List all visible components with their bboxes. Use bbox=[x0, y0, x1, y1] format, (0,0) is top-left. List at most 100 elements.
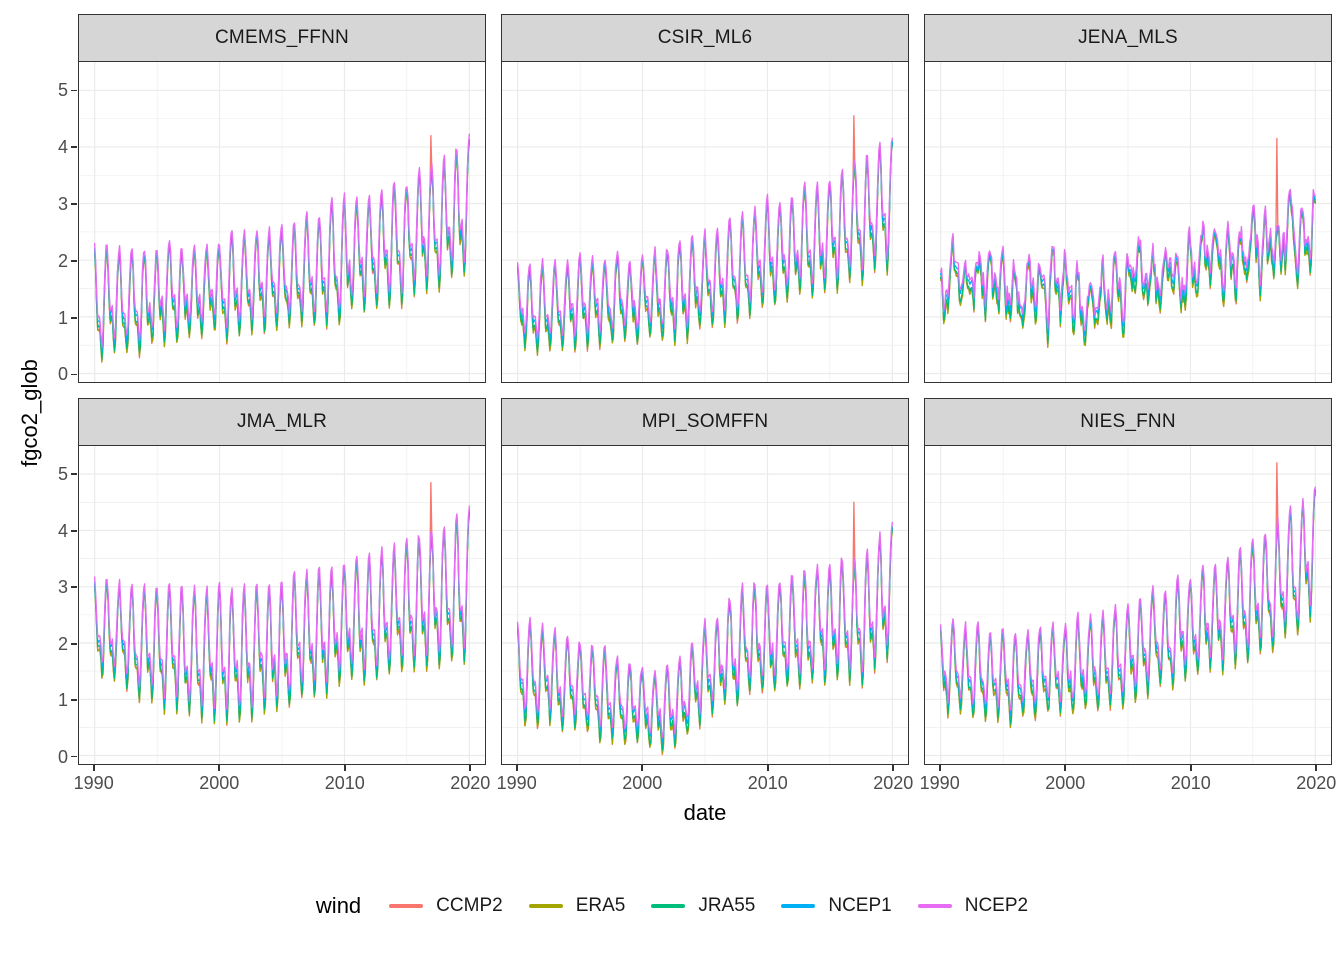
x-axis-tick bbox=[1064, 765, 1067, 771]
y-tick-label: 1 bbox=[57, 307, 68, 328]
legend-key-line bbox=[389, 904, 424, 908]
facet-strip: JMA_MLR bbox=[78, 398, 486, 446]
y-tick-label: 2 bbox=[57, 250, 68, 271]
legend-title: wind bbox=[315, 893, 362, 918]
facet-title: JMA_MLR bbox=[236, 411, 328, 432]
x-tick-label: 2020 bbox=[450, 773, 491, 793]
legend-key-line bbox=[528, 904, 563, 908]
x-tick-label: 2000 bbox=[199, 773, 240, 793]
panel-cmems-ffnn bbox=[78, 62, 486, 383]
x-tick-label: 2020 bbox=[873, 773, 914, 793]
facet-title: NIES_FNN bbox=[1080, 411, 1176, 432]
major-gridlines bbox=[502, 62, 908, 382]
y-tick-label: 5 bbox=[57, 464, 68, 485]
y-tick-label: 0 bbox=[57, 364, 68, 385]
facet-strip: NIES_FNN bbox=[924, 398, 1332, 446]
facet-csir-ml6: CSIR_ML6 bbox=[501, 14, 909, 383]
x-axis-tick bbox=[1315, 765, 1318, 771]
legend-label: JRA55 bbox=[698, 895, 756, 916]
facet-nies-fnn: NIES_FNN bbox=[924, 398, 1332, 765]
panel-jena-mls bbox=[924, 62, 1332, 383]
series-line-ncep2 bbox=[516, 137, 894, 340]
series-line-ncep2 bbox=[516, 521, 894, 739]
minor-gridlines bbox=[502, 446, 908, 764]
minor-gridlines bbox=[79, 446, 485, 764]
major-gridlines bbox=[79, 62, 485, 382]
y-tick-label: 4 bbox=[57, 520, 68, 541]
legend-item-ncep2: NCEP2 bbox=[917, 895, 1029, 917]
series-line-ncep2 bbox=[93, 505, 471, 710]
y-axis-tick bbox=[71, 259, 77, 262]
y-axis-tick bbox=[71, 146, 77, 149]
x-tick-label: 1990 bbox=[496, 773, 537, 793]
y-axis-tick bbox=[71, 586, 77, 589]
x-axis-tick bbox=[892, 765, 895, 771]
legend-key-line bbox=[917, 904, 952, 908]
legend-key-line bbox=[781, 904, 816, 908]
x-axis-tick bbox=[1189, 765, 1192, 771]
x-tick-label: 2000 bbox=[622, 773, 663, 793]
legend-key-line bbox=[651, 904, 686, 908]
x-tick-label: 1990 bbox=[73, 773, 114, 793]
panel-csir-ml6 bbox=[501, 62, 909, 383]
legend-label: CCMP2 bbox=[436, 895, 503, 916]
series-line-ncep2 bbox=[939, 188, 1317, 332]
y-tick-label: 0 bbox=[57, 746, 68, 767]
y-tick-label: 3 bbox=[57, 577, 68, 598]
x-axis-tick bbox=[469, 765, 472, 771]
y-axis-tick bbox=[71, 473, 77, 476]
y-axis-tick bbox=[71, 203, 77, 205]
facet-strip: CSIR_ML6 bbox=[501, 14, 909, 62]
y-tick-label: 1 bbox=[57, 690, 68, 711]
x-tick-label: 2000 bbox=[1045, 773, 1086, 793]
panel-nies-fnn bbox=[924, 446, 1332, 765]
facet-title: CSIR_ML6 bbox=[657, 27, 753, 48]
x-axis-title: date bbox=[683, 800, 727, 825]
facet-cmems-ffnn: CMEMS_FFNN bbox=[78, 14, 486, 383]
legend-item-ccmp2: CCMP2 bbox=[389, 895, 503, 917]
facet-mpi-somffn: MPI_SOMFFN bbox=[501, 398, 909, 765]
facet-title: CMEMS_FFNN bbox=[215, 27, 349, 48]
x-axis-tick bbox=[92, 765, 95, 771]
y-axis-tick bbox=[71, 642, 77, 645]
series-line-ncep2 bbox=[93, 133, 471, 348]
y-axis-tick bbox=[71, 373, 77, 376]
facet-strip: MPI_SOMFFN bbox=[501, 398, 909, 446]
x-axis-tick bbox=[641, 765, 644, 771]
x-tick-label: 2010 bbox=[747, 773, 788, 793]
series-line-ncep2 bbox=[939, 486, 1317, 711]
facet-title: JENA_MLS bbox=[1078, 27, 1178, 48]
x-axis-tick bbox=[218, 765, 221, 771]
major-gridlines bbox=[925, 446, 1331, 764]
facet-jena-mls: JENA_MLS bbox=[924, 14, 1332, 383]
legend: wind CCMP2 ERA5 JRA55 NCEP1 NCEP2 bbox=[0, 884, 1344, 928]
y-axis-tick bbox=[71, 755, 77, 758]
y-axis-tick bbox=[71, 316, 77, 319]
y-tick-label: 2 bbox=[57, 633, 68, 654]
facet-title: MPI_SOMFFN bbox=[641, 411, 769, 432]
x-tick-label: 2020 bbox=[1296, 773, 1337, 793]
x-tick-label: 1990 bbox=[919, 773, 960, 793]
facet-strip: CMEMS_FFNN bbox=[78, 14, 486, 62]
legend-label: NCEP2 bbox=[964, 895, 1029, 916]
x-axis-tick bbox=[515, 765, 518, 771]
y-axis-tick bbox=[71, 529, 77, 532]
y-tick-label: 4 bbox=[57, 137, 68, 158]
x-tick-label: 2010 bbox=[324, 773, 365, 793]
x-axis-tick bbox=[938, 765, 941, 771]
x-tick-label: 2010 bbox=[1170, 773, 1211, 793]
y-axis-tick bbox=[71, 89, 77, 92]
y-axis-tick bbox=[71, 699, 77, 701]
legend-label: ERA5 bbox=[575, 895, 626, 916]
x-axis-tick bbox=[343, 765, 346, 771]
panel-jma-mlr bbox=[78, 446, 486, 765]
minor-gridlines bbox=[925, 62, 1331, 382]
legend-item-jra55: JRA55 bbox=[651, 895, 755, 917]
legend-label: NCEP1 bbox=[828, 895, 892, 916]
legend-item-ncep1: NCEP1 bbox=[781, 895, 892, 917]
y-tick-label: 3 bbox=[57, 194, 68, 215]
legend-item-era5: ERA5 bbox=[528, 895, 626, 917]
panel-mpi-somffn bbox=[501, 446, 909, 765]
facet-strip: JENA_MLS bbox=[924, 14, 1332, 62]
